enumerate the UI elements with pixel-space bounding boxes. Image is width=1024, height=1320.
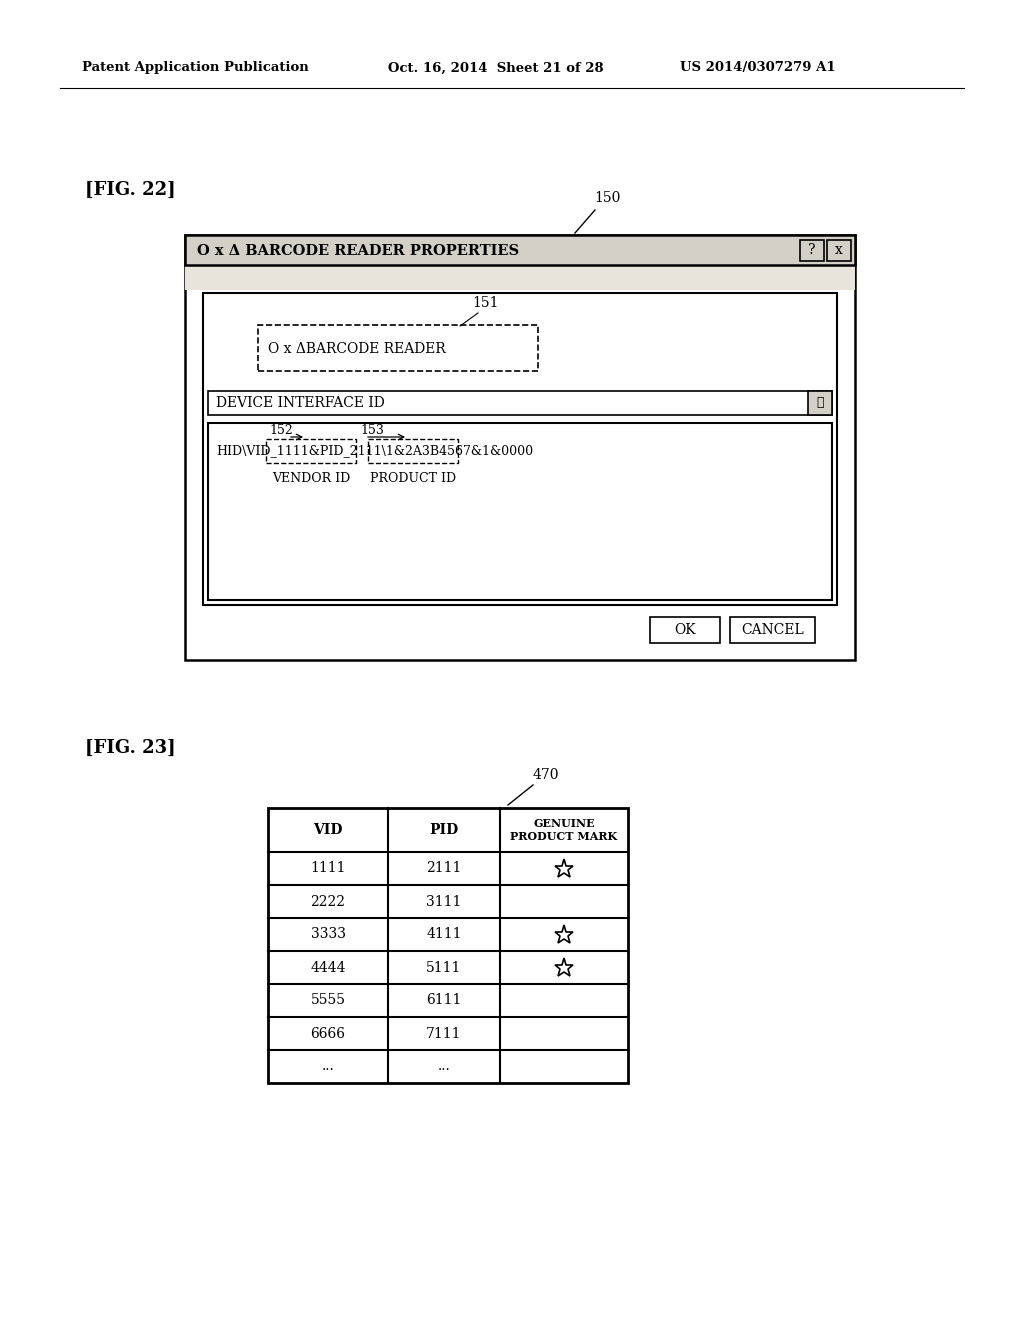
Text: 7111: 7111: [426, 1027, 462, 1040]
Text: PRODUCT ID: PRODUCT ID: [370, 471, 456, 484]
Bar: [266, 440, 356, 463]
Text: ...: ...: [437, 1060, 451, 1073]
Bar: [258, 325, 538, 371]
Bar: [827, 240, 851, 261]
Text: 3333: 3333: [310, 928, 345, 941]
Text: Patent Application Publication: Patent Application Publication: [82, 62, 309, 74]
Text: US 2014/0307279 A1: US 2014/0307279 A1: [680, 62, 836, 74]
Text: [FIG. 23]: [FIG. 23]: [85, 739, 176, 756]
Text: 5111: 5111: [426, 961, 462, 974]
Bar: [185, 265, 855, 290]
Text: 2222: 2222: [310, 895, 345, 908]
Bar: [203, 293, 837, 605]
Bar: [185, 235, 855, 265]
Text: 470: 470: [534, 768, 559, 781]
Bar: [185, 235, 855, 660]
Text: 6111: 6111: [426, 994, 462, 1007]
Text: 6666: 6666: [310, 1027, 345, 1040]
Text: 152: 152: [269, 425, 293, 437]
Text: [FIG. 22]: [FIG. 22]: [85, 181, 176, 199]
Text: VID: VID: [313, 822, 343, 837]
Text: O x Δ BARCODE READER PROPERTIES: O x Δ BARCODE READER PROPERTIES: [197, 244, 519, 257]
Text: PID: PID: [429, 822, 459, 837]
Text: x: x: [835, 243, 843, 257]
Bar: [208, 422, 831, 601]
Text: 3111: 3111: [426, 895, 462, 908]
Text: GENUINE
PRODUCT MARK: GENUINE PRODUCT MARK: [510, 818, 617, 842]
Bar: [808, 391, 831, 414]
Text: DEVICE INTERFACE ID: DEVICE INTERFACE ID: [216, 396, 385, 411]
Bar: [368, 440, 458, 463]
Text: VENDOR ID: VENDOR ID: [272, 471, 350, 484]
Text: HID\VID_1111&PID_2111\1&2A3B4567&1&0000: HID\VID_1111&PID_2111\1&2A3B4567&1&0000: [216, 445, 534, 458]
Text: 2111: 2111: [426, 862, 462, 875]
Text: CANCEL: CANCEL: [741, 623, 804, 638]
Text: ✓: ✓: [816, 396, 823, 409]
Text: ?: ?: [808, 243, 816, 257]
Bar: [208, 391, 831, 414]
Text: OK: OK: [674, 623, 696, 638]
Text: Oct. 16, 2014  Sheet 21 of 28: Oct. 16, 2014 Sheet 21 of 28: [388, 62, 603, 74]
Bar: [800, 240, 824, 261]
Bar: [730, 616, 815, 643]
Text: 150: 150: [594, 191, 621, 205]
Text: 153: 153: [360, 425, 384, 437]
Text: 4444: 4444: [310, 961, 346, 974]
Text: O x ΔBARCODE READER: O x ΔBARCODE READER: [268, 342, 445, 356]
Text: ...: ...: [322, 1060, 335, 1073]
Bar: [650, 616, 720, 643]
Text: 5555: 5555: [310, 994, 345, 1007]
Text: 4111: 4111: [426, 928, 462, 941]
Text: 1111: 1111: [310, 862, 346, 875]
Text: 151: 151: [472, 296, 499, 310]
Bar: [268, 808, 628, 1082]
